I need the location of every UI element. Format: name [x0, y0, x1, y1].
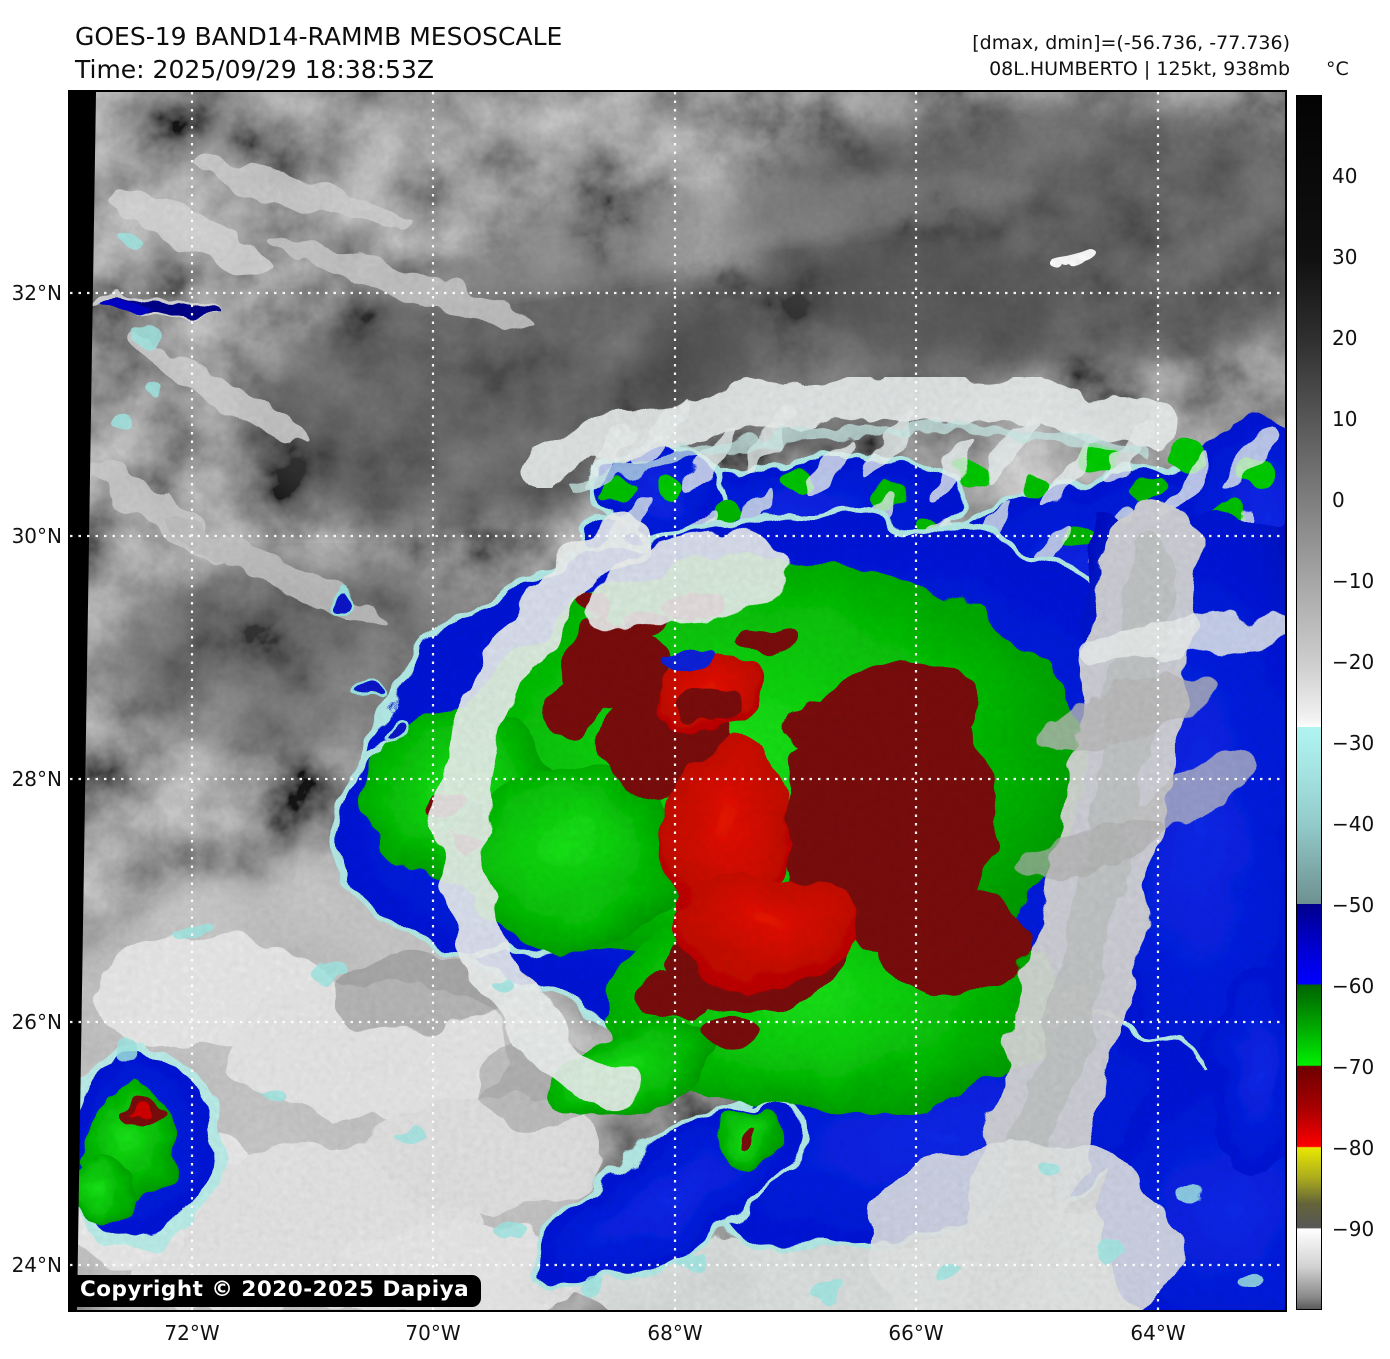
timestamp: Time: 2025/09/29 18:38:53Z: [75, 55, 434, 84]
colorbar-tick-label: 20: [1332, 326, 1358, 350]
latitude-tick-label: 26°N: [11, 1010, 62, 1034]
colorbar-tick-label: −40: [1332, 812, 1375, 836]
colorbar-tick-label: −70: [1332, 1055, 1375, 1079]
colorbar: [1296, 95, 1322, 1310]
colorbar-tick-label: −80: [1332, 1136, 1375, 1160]
satellite-scene: [70, 92, 1285, 1310]
dmax-dmin-readout: [dmax, dmin]=(-56.736, -77.736): [972, 32, 1290, 54]
longitude-tick-label: 72°W: [164, 1321, 220, 1345]
colorbar-tick-label: −60: [1332, 974, 1375, 998]
colorbar-unit: °C: [1326, 58, 1349, 80]
colorbar-tick-label: 0: [1332, 488, 1345, 512]
colorbar-tick-label: −10: [1332, 569, 1375, 593]
latitude-tick-label: 30°N: [11, 524, 62, 548]
latitude-tick-label: 24°N: [11, 1253, 62, 1277]
graticule: [70, 92, 1285, 1310]
grain-overlay: [70, 92, 1285, 1310]
longitude-tick-label: 64°W: [1130, 1321, 1186, 1345]
colorbar-tick-label: −20: [1332, 650, 1375, 674]
longitude-tick-label: 66°W: [888, 1321, 944, 1345]
latitude-tick-label: 32°N: [11, 281, 62, 305]
colorbar-tick-label: −90: [1332, 1217, 1375, 1241]
colorbar-tick-label: −50: [1332, 893, 1375, 917]
header-metadata: [dmax, dmin]=(-56.736, -77.736) 08L.HUMB…: [770, 30, 1290, 82]
scan-edge-wedge: [70, 92, 96, 1310]
colorbar-tick-label: −30: [1332, 731, 1375, 755]
colorbar-tick-label: 30: [1332, 245, 1358, 269]
longitude-tick-label: 68°W: [647, 1321, 703, 1345]
storm-info: 08L.HUMBERTO | 125kt, 938mb: [989, 58, 1290, 80]
colorbar-tick-label: 10: [1332, 407, 1358, 431]
satellite-map: Copyright © 2020-2025 Dapiya: [68, 90, 1287, 1312]
page-title: GOES-19 BAND14-RAMMB MESOSCALE: [75, 22, 563, 51]
copyright-badge: Copyright © 2020-2025 Dapiya: [70, 1275, 482, 1307]
longitude-tick-label: 70°W: [405, 1321, 461, 1345]
latitude-tick-label: 28°N: [11, 767, 62, 791]
colorbar-tick-label: 40: [1332, 164, 1358, 188]
